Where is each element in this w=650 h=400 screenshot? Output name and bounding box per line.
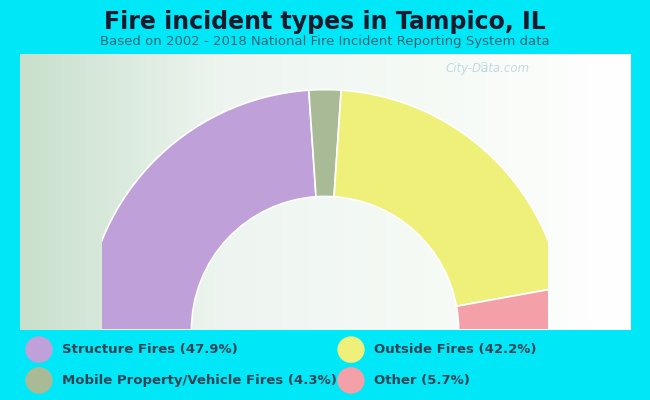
Ellipse shape	[337, 367, 365, 394]
Wedge shape	[456, 287, 566, 330]
Text: Mobile Property/Vehicle Fires (4.3%): Mobile Property/Vehicle Fires (4.3%)	[62, 374, 337, 387]
Wedge shape	[84, 90, 316, 330]
Ellipse shape	[337, 336, 365, 363]
Text: Fire incident types in Tampico, IL: Fire incident types in Tampico, IL	[104, 10, 546, 34]
Wedge shape	[309, 90, 341, 197]
Text: Structure Fires (47.9%): Structure Fires (47.9%)	[62, 343, 237, 356]
Text: Based on 2002 - 2018 National Fire Incident Reporting System data: Based on 2002 - 2018 National Fire Incid…	[100, 36, 550, 48]
Wedge shape	[334, 90, 562, 306]
Text: Outside Fires (42.2%): Outside Fires (42.2%)	[374, 343, 536, 356]
Ellipse shape	[25, 367, 53, 394]
Text: City-Data.com: City-Data.com	[446, 62, 530, 75]
Text: Other (5.7%): Other (5.7%)	[374, 374, 470, 387]
Ellipse shape	[25, 336, 53, 363]
Text: ⓘ: ⓘ	[481, 62, 488, 72]
